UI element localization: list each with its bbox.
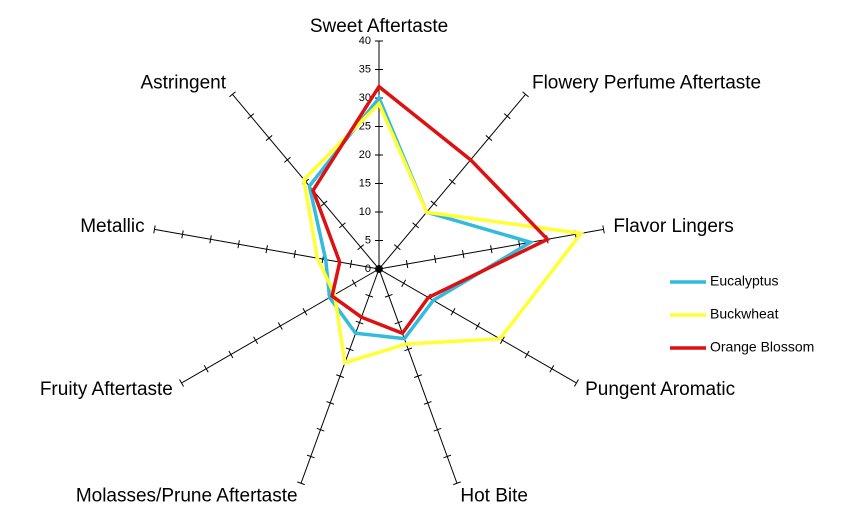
tick-mark — [284, 156, 291, 163]
tick-mark — [355, 320, 364, 325]
legend-label: Buckwheat — [710, 306, 779, 322]
tick-mark — [302, 308, 308, 316]
tick-mark — [338, 222, 346, 229]
tick-mark — [320, 200, 328, 207]
tick-mark — [265, 135, 273, 141]
tick-mark — [394, 320, 403, 325]
tick-mark — [349, 260, 353, 269]
tick-mark — [574, 379, 579, 387]
y-tick-label: 10 — [359, 206, 371, 218]
tick-mark — [401, 279, 407, 287]
tick-mark — [297, 481, 305, 486]
tick-mark — [326, 401, 335, 405]
tick-mark — [405, 260, 409, 269]
category-label: Flavor Lingers — [613, 216, 733, 237]
category-label: Hot Bite — [460, 485, 528, 506]
tick-mark — [265, 245, 268, 254]
y-tick-label: 40 — [359, 35, 371, 47]
tick-mark — [345, 347, 354, 352]
tick-mark — [412, 222, 420, 229]
tick-mark — [351, 279, 357, 287]
series-line — [311, 84, 551, 336]
tick-mark — [524, 350, 530, 359]
tick-mark — [549, 365, 555, 373]
tick-mark — [237, 240, 240, 249]
tick-mark — [179, 379, 184, 387]
category-label: Molasses/Prune Aftertaste — [76, 485, 298, 506]
tick-mark — [448, 178, 456, 185]
tick-mark — [485, 135, 493, 141]
category-label: Metallic — [80, 216, 144, 237]
tick-mark — [522, 91, 529, 98]
tick-mark — [404, 347, 413, 352]
tick-mark — [277, 322, 283, 330]
tick-mark — [462, 250, 465, 259]
tick-mark — [306, 454, 315, 459]
tick-mark — [293, 250, 296, 259]
category-label: Sweet Aftertaste — [310, 16, 448, 37]
tick-mark — [602, 225, 605, 234]
series-line — [307, 94, 535, 341]
tick-mark — [384, 293, 393, 298]
legend-label: Eucalyptus — [710, 273, 778, 289]
category-label: Pungent Aromatic — [585, 379, 735, 400]
tick-mark — [450, 308, 456, 316]
tick-mark — [209, 235, 212, 244]
tick-mark — [153, 225, 156, 234]
tick-mark — [393, 244, 401, 251]
tick-mark — [490, 245, 493, 254]
tick-mark — [253, 336, 259, 344]
tick-mark — [433, 427, 442, 432]
tick-mark — [475, 322, 481, 330]
y-tick-label: 0 — [365, 263, 371, 275]
series-line — [302, 100, 585, 365]
tick-mark — [503, 113, 511, 120]
category-label: Fruity Aftertaste — [40, 379, 173, 400]
category-label: Astringent — [140, 73, 226, 94]
tick-mark — [316, 427, 325, 432]
legend-label: Orange Blossom — [710, 339, 814, 355]
tick-mark — [203, 365, 209, 373]
tick-mark — [181, 230, 184, 239]
tick-mark — [499, 336, 505, 344]
tick-mark — [228, 350, 234, 359]
tick-mark — [453, 481, 461, 486]
y-tick-label: 35 — [359, 63, 371, 75]
tick-mark — [443, 454, 452, 459]
y-tick-label: 15 — [359, 177, 371, 189]
y-tick-label: 20 — [359, 149, 371, 161]
tick-mark — [336, 374, 344, 378]
tick-mark — [375, 266, 383, 272]
tick-mark — [247, 113, 255, 120]
tick-mark — [430, 200, 438, 207]
category-label: Flowery Perfume Aftertaste — [532, 73, 761, 94]
tick-mark — [423, 401, 432, 405]
tick-mark — [433, 255, 437, 264]
tick-mark — [229, 91, 236, 98]
y-tick-label: 5 — [365, 234, 371, 246]
tick-mark — [365, 293, 374, 298]
tick-mark — [414, 374, 422, 378]
tick-mark — [357, 244, 365, 251]
